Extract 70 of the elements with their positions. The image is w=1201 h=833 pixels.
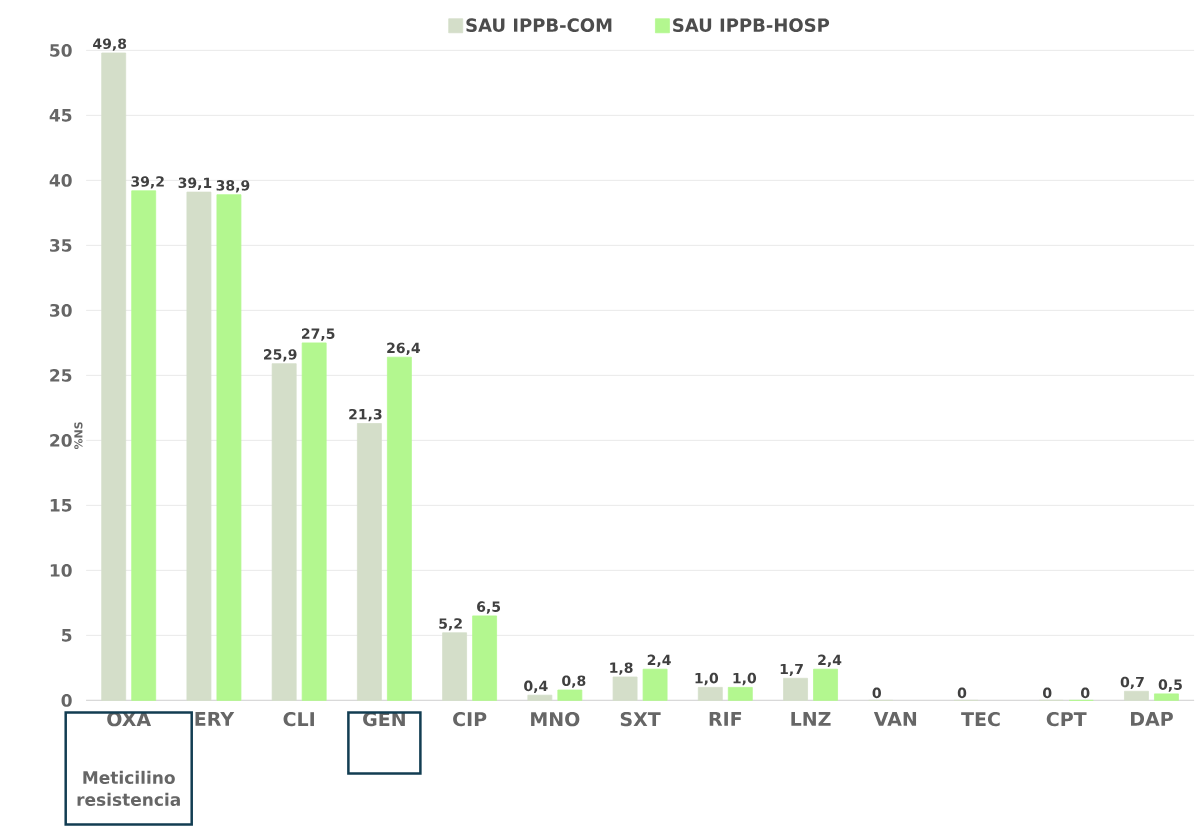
bar [1154, 693, 1179, 701]
data-label: 25,9 [264, 349, 297, 362]
bar [271, 363, 297, 701]
y-tick-label: 10 [50, 563, 72, 577]
data-label: 0,4 [524, 680, 548, 693]
bar [101, 52, 127, 701]
y-tick-label: 35 [50, 238, 72, 252]
data-label: 21,3 [349, 408, 382, 422]
y-axis-title: %NS [74, 422, 83, 450]
x-tick-label: RIF [709, 711, 742, 726]
data-label: 0 [1081, 687, 1090, 699]
data-label: 2,4 [818, 654, 842, 667]
x-tick-label: SXT [620, 711, 661, 727]
x-tick-label: MNO [531, 711, 580, 727]
y-tick-label: 50 [50, 43, 72, 57]
x-tick-label: LNZ [791, 711, 831, 726]
y-tick-label: 45 [49, 109, 72, 122]
bar [442, 632, 468, 701]
data-label: 0,7 [1120, 676, 1144, 690]
x-tick-label: DAP [1131, 711, 1173, 726]
bar [783, 677, 808, 701]
bar [301, 342, 327, 701]
bar [216, 194, 242, 701]
x-tick-label: CPT [1046, 711, 1087, 727]
x-tick-label: CIP [453, 711, 487, 727]
data-label: 0,8 [562, 675, 586, 688]
data-label: 0 [872, 687, 881, 699]
y-tick-label: 40 [49, 173, 72, 187]
bar [527, 694, 553, 701]
y-tick-label: 15 [50, 499, 72, 512]
data-label: 26,4 [387, 342, 421, 355]
data-label: 1,0 [695, 672, 719, 686]
bar [727, 687, 753, 701]
data-label: 0,5 [1158, 679, 1182, 692]
bar [612, 676, 638, 701]
bar [472, 615, 498, 701]
bar [186, 191, 212, 701]
bar [386, 356, 412, 701]
data-label: 1,7 [780, 663, 803, 677]
bar [131, 190, 157, 701]
bar [356, 423, 382, 701]
x-tick-label: VAN [873, 711, 917, 726]
data-label: 2,4 [647, 654, 671, 667]
data-label: 5,2 [439, 618, 462, 631]
legend-label: SAU IPPB-COM [466, 18, 612, 32]
y-tick-label: 25 [50, 368, 72, 382]
data-label: 1,8 [610, 662, 633, 675]
data-label: 0 [957, 687, 967, 699]
text: Meticilino resistencia [77, 770, 180, 806]
y-tick-label: 30 [50, 303, 72, 317]
data-label: 38,9 [216, 180, 250, 193]
y-tick-label: 5 [62, 629, 72, 642]
bar [813, 668, 838, 701]
legend-label: SAU IPPB-HOSP [673, 18, 830, 32]
y-tick-label: 0 [61, 693, 72, 707]
bar [557, 689, 583, 701]
y-tick-label: 20 [50, 433, 72, 447]
data-label: 39,2 [131, 176, 164, 189]
data-label: 6,5 [477, 601, 501, 614]
bar [697, 687, 723, 701]
data-label: 0 [1043, 687, 1052, 699]
bar [642, 668, 668, 701]
data-label: 27,5 [302, 328, 335, 341]
data-label: 49,8 [93, 38, 127, 51]
x-tick-label: ERY [195, 711, 235, 726]
data-label: 1,0 [733, 672, 757, 686]
data-label: 39,1 [178, 177, 212, 190]
x-tick-label: CLI [283, 711, 314, 727]
x-tick-label: TEC [961, 711, 1000, 727]
bar [1124, 690, 1149, 701]
